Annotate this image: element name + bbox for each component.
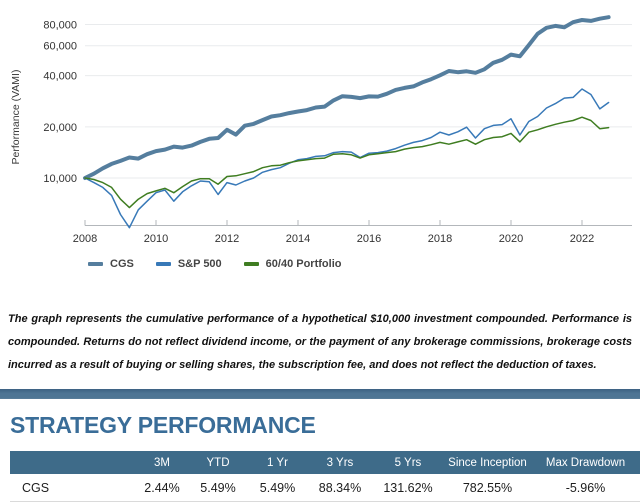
legend-label: CGS <box>110 258 134 270</box>
y-gridlines <box>85 23 632 179</box>
table-cell: 2.44% <box>144 480 180 495</box>
table-row: CGS 2.44% 5.49% 5.49% 88.34% 131.62% 782.55% -5… <box>10 474 640 502</box>
y-axis-title: Performance (VAMI) <box>10 70 22 165</box>
table-cell: 5.49% <box>259 480 296 495</box>
x-tick-label: 2012 <box>215 233 239 245</box>
section-divider-bar <box>0 389 640 399</box>
performance-chart: 10,000 20,000 40,000 60,000 80,000 2008 2010 2… <box>0 0 640 248</box>
x-tick-label: 2010 <box>144 233 168 245</box>
table-header-cell: YTD <box>206 456 230 469</box>
x-tick-label: 2008 <box>73 233 97 245</box>
x-axis <box>84 220 632 226</box>
legend-label: S&P 500 <box>177 258 222 270</box>
legend-item-cgs: CGS <box>88 258 134 270</box>
table-cell: -5.96% <box>565 480 606 495</box>
legend-item-s-p-500: S&P 500 <box>155 258 222 270</box>
table-header-cell: Since Inception <box>448 456 527 469</box>
table-body: CGS 2.44% 5.49% 5.49% 88.34% 131.62% 782.55% -5… <box>10 474 640 502</box>
row-label: CGS <box>22 480 50 495</box>
table-header-cell: 3 Yrs <box>326 456 354 469</box>
section-title: STRATEGY PERFORMANCE <box>10 412 316 438</box>
s-p-500-line <box>84 88 610 229</box>
60-40-portfolio-line <box>84 116 610 209</box>
table-header-row: 3M YTD 1 Yr 3 Yrs 5 Yrs Since Inception Max Dr… <box>10 451 640 474</box>
y-tick-label: 20,000 <box>43 122 77 134</box>
disclaimer-text: The graph represents the cumulative perf… <box>8 313 632 371</box>
legend-label: 60/40 Portfolio <box>265 258 342 270</box>
x-tick-label: 2014 <box>286 233 310 245</box>
x-tick-labels: 2008 2010 2012 2014 2016 2018 2020 2022 <box>73 233 594 245</box>
table-cell: 782.55% <box>462 480 513 495</box>
table-header-cell <box>10 451 135 474</box>
x-tick-label: 2022 <box>570 233 594 245</box>
x-tick-label: 2020 <box>499 233 523 245</box>
chart-legend: CGS S&P 500 60/40 Portfolio <box>0 256 640 272</box>
strategy-performance-table: 3M YTD 1 Yr 3 Yrs 5 Yrs Since Inception Max Dr… <box>10 451 640 502</box>
table-cell: 88.34% <box>318 480 362 495</box>
x-tick-label: 2018 <box>428 233 452 245</box>
table-cell: 131.62% <box>383 480 433 495</box>
cgs-line <box>83 15 611 180</box>
table-header-cell: 3M <box>154 456 170 469</box>
table-cell: 5.49% <box>200 480 236 495</box>
table-header-cell: 5 Yrs <box>394 456 422 469</box>
table-header-cell: Max Drawdown <box>545 456 626 469</box>
x-tick-label: 2016 <box>357 233 381 245</box>
legend-swatch-s-p-500 <box>155 262 171 266</box>
y-tick-label: 40,000 <box>43 71 77 83</box>
legend-swatch-60-40-portfolio <box>243 262 259 266</box>
chart-series-lines <box>83 15 611 229</box>
y-tick-label: 10,000 <box>43 173 77 185</box>
y-tick-label: 60,000 <box>43 41 77 53</box>
y-tick-label: 80,000 <box>43 19 77 31</box>
legend-swatch-cgs <box>88 262 103 266</box>
y-tick-labels: 10,000 20,000 40,000 60,000 80,000 <box>43 19 77 185</box>
table-header-cell: 1 Yr <box>267 456 288 469</box>
legend-item-60-40-portfolio: 60/40 Portfolio <box>243 258 342 270</box>
